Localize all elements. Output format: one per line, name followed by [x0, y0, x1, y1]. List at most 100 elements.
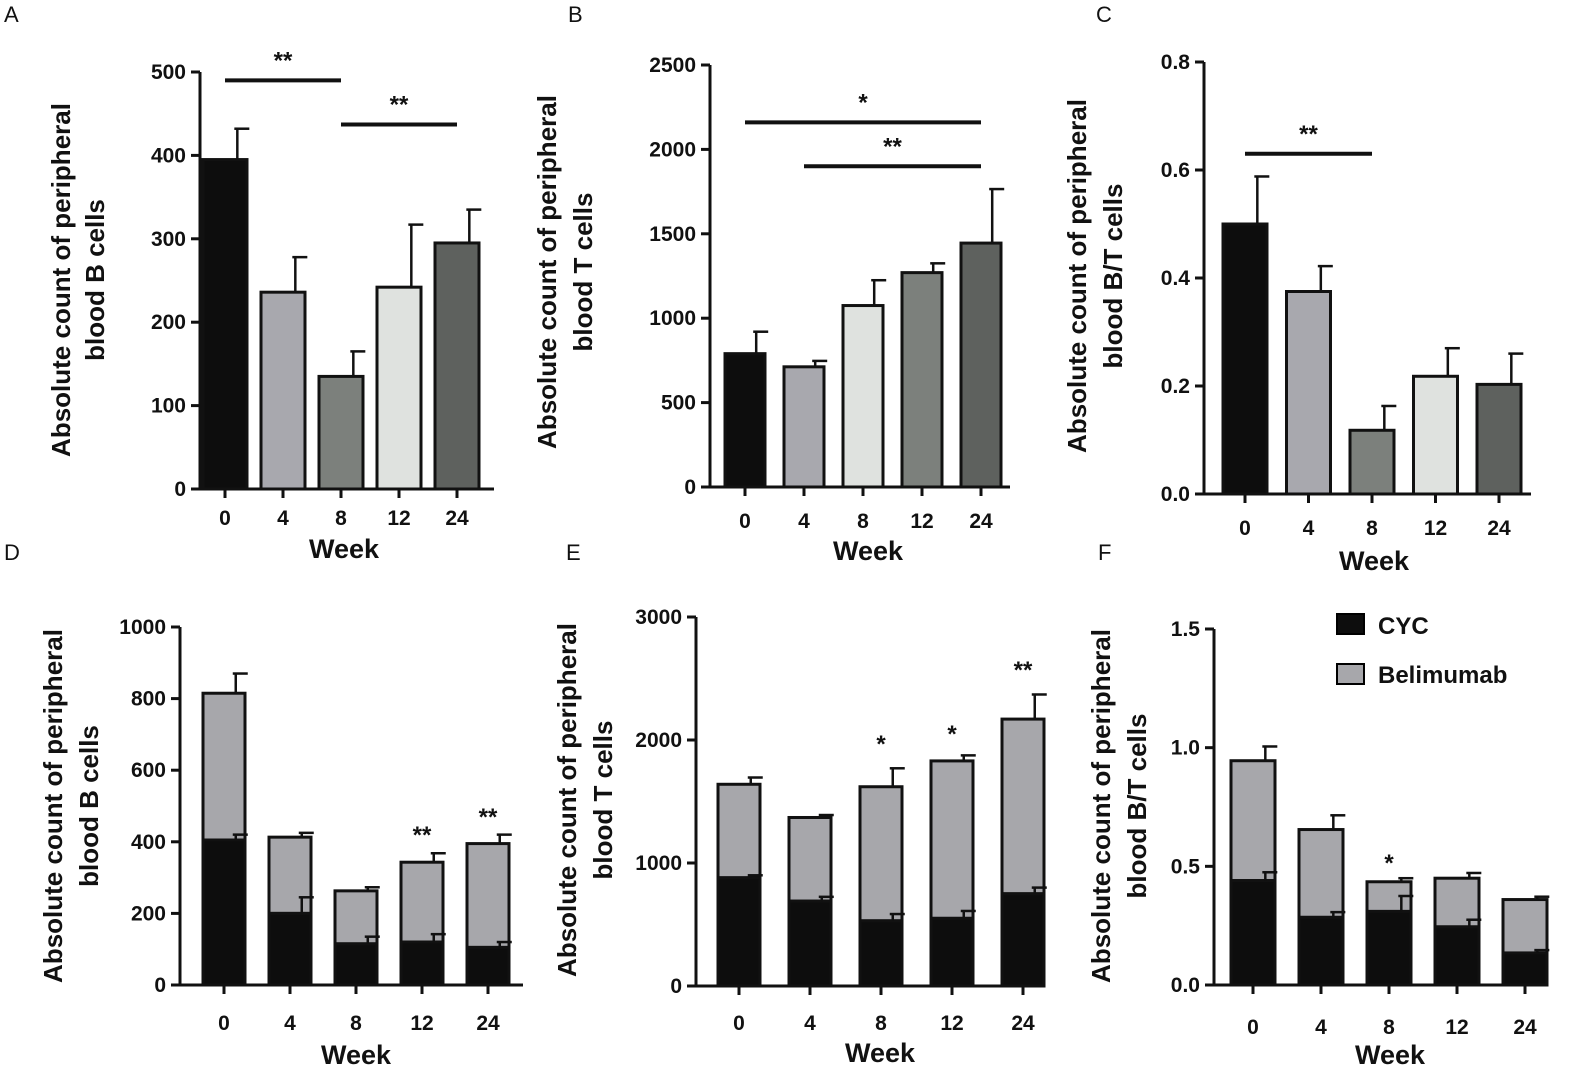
y-tick-label-a: 200 [151, 311, 186, 334]
panel-letter-b: B [568, 2, 583, 27]
bar-a-week-4 [259, 290, 307, 491]
x-axis-title-a: Week [309, 534, 380, 564]
y-axis-title-b-line1: Absolute count of peripheral [532, 95, 562, 449]
x-axis-title-b: Week [833, 536, 904, 566]
bar-e-belimumab-week-24 [1000, 717, 1046, 896]
bar-a-week-12 [375, 285, 423, 491]
bar-b-week-8 [841, 304, 885, 489]
panel-letter-f: F [1098, 540, 1111, 565]
y-axis-title-e-line1: Absolute count of peripheral [552, 623, 582, 977]
y-tick-label-b: 1500 [649, 223, 696, 246]
bar-d-belimumab-week-0 [201, 691, 247, 842]
bar-f-cyc-week-0 [1229, 879, 1277, 987]
x-tick-label-b: 8 [857, 510, 869, 533]
x-tick-label-f: 24 [1513, 1016, 1537, 1039]
bar-d-cyc-week-4 [267, 911, 313, 987]
bar-e-cyc-week-8 [858, 919, 904, 988]
bar-c-week-4 [1285, 290, 1332, 496]
significance-star-e: * [947, 721, 957, 748]
x-tick-label-b: 4 [798, 510, 810, 533]
bar-e-cyc-week-24 [1000, 892, 1046, 988]
bar-f-cyc-week-4 [1297, 915, 1345, 987]
y-axis-title-a-line1: Absolute count of peripheral [46, 103, 76, 457]
y-axis-title-a-line2: blood B cells [80, 199, 110, 361]
x-tick-label-a: 12 [387, 507, 410, 530]
bar-f-belimumab-week-24 [1501, 898, 1549, 955]
panel-letter-a: A [4, 2, 19, 27]
y-tick-label-b: 0 [684, 476, 696, 499]
bar-f-cyc-week-12 [1433, 925, 1481, 987]
x-tick-label-e: 8 [875, 1012, 887, 1035]
x-tick-label-f: 0 [1247, 1016, 1259, 1039]
significance-star-e: ** [1014, 657, 1033, 684]
x-tick-label-e: 24 [1011, 1012, 1035, 1035]
bar-e-cyc-week-0 [716, 876, 762, 988]
y-tick-label-c: 0.8 [1161, 51, 1191, 74]
panel-f: F Absolute count of peripheral blood B/T… [1086, 540, 1550, 1070]
bar-a-week-0 [201, 158, 249, 491]
bar-d-cyc-week-8 [333, 942, 379, 987]
x-axis-title-f: Week [1355, 1040, 1426, 1070]
y-tick-label-d: 1000 [119, 616, 166, 639]
y-tick-label-e: 2000 [635, 729, 682, 752]
y-tick-label-d: 400 [131, 831, 166, 854]
x-tick-label-a: 8 [335, 507, 347, 530]
x-tick-label-f: 4 [1315, 1016, 1327, 1039]
significance-star-d: ** [479, 804, 498, 831]
bar-d-belimumab-week-4 [267, 835, 313, 915]
bar-e-belimumab-week-4 [787, 815, 833, 903]
y-tick-label-a: 400 [151, 144, 186, 167]
x-tick-label-c: 24 [1487, 517, 1511, 540]
y-tick-label-f: 0.0 [1171, 974, 1200, 997]
panel-d: D Absolute count of peripheral blood B c… [4, 540, 523, 1070]
plot-area-d: 0 200 400 600 800 1000 0 4 8 12 24 ** ** [119, 616, 523, 1035]
significance-label-c: ** [1299, 121, 1318, 148]
significance-label-b: * [858, 89, 868, 116]
bar-e-cyc-week-4 [787, 899, 833, 988]
bar-a-week-8 [317, 374, 365, 491]
x-tick-label-b: 24 [969, 510, 993, 533]
x-tick-label-d: 0 [218, 1012, 230, 1035]
x-tick-label-d: 12 [410, 1012, 433, 1035]
x-tick-label-e: 4 [804, 1012, 816, 1035]
x-tick-label-a: 24 [445, 507, 469, 530]
significance-star-d: ** [413, 822, 432, 849]
x-tick-label-e: 12 [940, 1012, 963, 1035]
bar-c-week-8 [1348, 428, 1396, 496]
y-axis-title-c-line1: Absolute count of peripheral [1062, 99, 1092, 453]
legend-label-belimumab: Belimumab [1378, 662, 1507, 689]
bar-e-belimumab-week-8 [858, 785, 904, 923]
y-tick-label-d: 0 [154, 974, 166, 997]
y-tick-label-d: 800 [131, 688, 166, 711]
y-tick-label-b: 1000 [649, 307, 696, 330]
bar-d-cyc-week-0 [201, 838, 247, 987]
y-tick-label-e: 3000 [635, 606, 682, 629]
x-tick-label-c: 8 [1366, 517, 1378, 540]
x-tick-label-c: 12 [1424, 517, 1447, 540]
y-tick-label-b: 2500 [649, 54, 696, 77]
bar-f-cyc-week-8 [1365, 909, 1413, 987]
y-tick-label-b: 2000 [649, 138, 696, 161]
x-tick-label-a: 4 [277, 507, 289, 530]
x-axis-title-c: Week [1339, 546, 1410, 576]
panel-c: C Absolute count of peripheral blood B/T… [1062, 2, 1531, 576]
plot-area-f: 0.0 0.5 1.0 1.5 0 4 8 12 24 * [1171, 618, 1550, 1039]
bar-d-belimumab-week-24 [465, 842, 511, 949]
bar-f-belimumab-week-4 [1297, 828, 1345, 919]
bar-b-week-24 [959, 241, 1003, 489]
bar-b-week-12 [900, 271, 944, 489]
x-tick-label-e: 0 [733, 1012, 745, 1035]
panel-letter-d: D [4, 540, 20, 565]
y-tick-label-b: 500 [661, 392, 696, 415]
y-tick-label-c: 0.0 [1161, 483, 1190, 506]
bar-c-week-24 [1475, 382, 1523, 496]
bar-b-week-4 [782, 365, 826, 489]
y-axis-title-f-line1: Absolute count of peripheral [1086, 629, 1116, 983]
y-tick-label-d: 600 [131, 759, 166, 782]
x-tick-label-f: 8 [1383, 1016, 1395, 1039]
y-tick-label-a: 0 [174, 478, 186, 501]
bar-b-week-0 [723, 352, 767, 489]
x-tick-label-a: 0 [219, 507, 231, 530]
